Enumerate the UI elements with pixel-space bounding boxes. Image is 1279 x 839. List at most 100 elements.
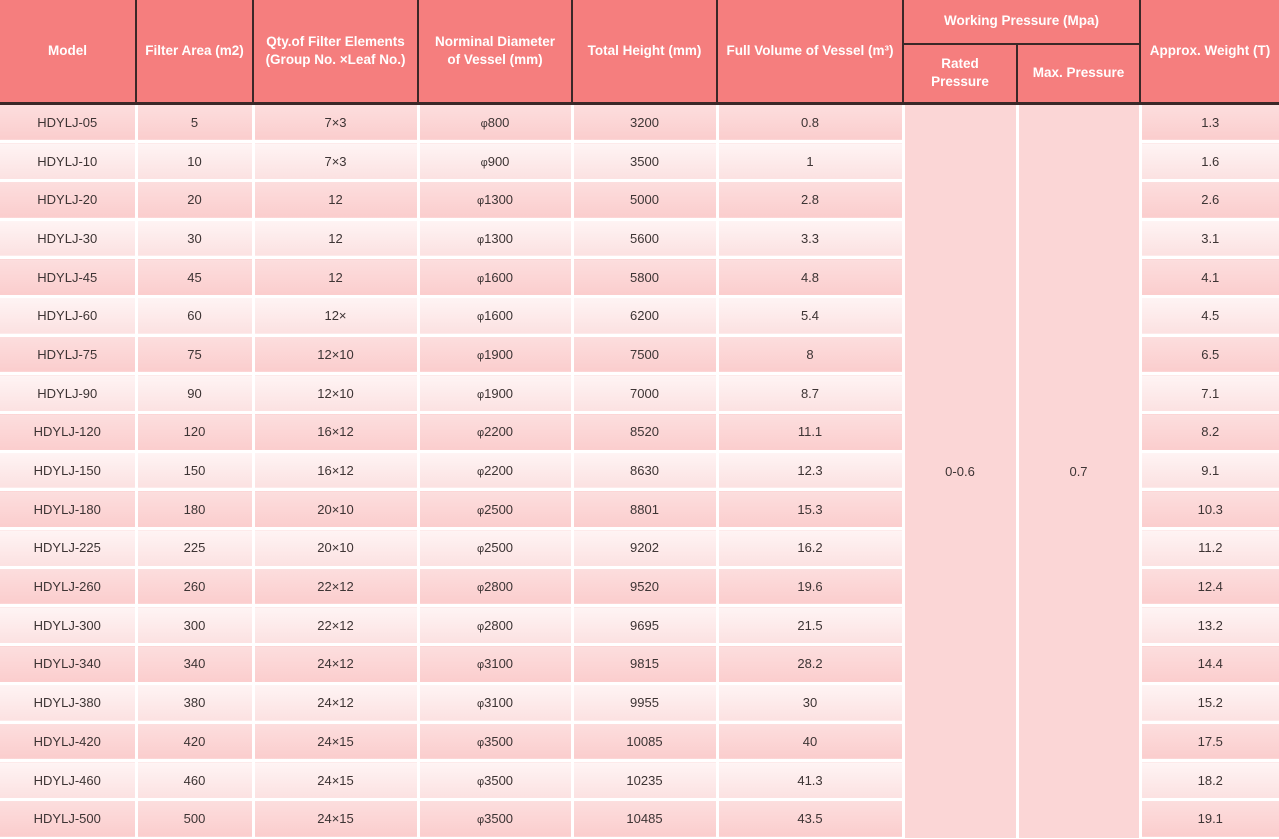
filter-area-cell: 30 <box>136 219 255 260</box>
table-row: HDYLJ-260 260 22×12 φ2800 9520 19.6 12.4 <box>0 567 1279 608</box>
qty-cell: 24×12 <box>253 644 420 685</box>
table-row: HDYLJ-05 5 7×3 φ800 3200 0.8 0-0.6 0.7 1.3 <box>0 103 1279 839</box>
volume-cell: 8 <box>717 335 905 376</box>
height-cell: 9955 <box>572 683 719 724</box>
qty-cell: 20×10 <box>253 528 420 569</box>
table-body: HDYLJ-05 5 7×3 φ800 3200 0.8 0-0.6 0.7 1.3 HDYLJ-… <box>0 103 1279 839</box>
filter-area-cell: 20 <box>136 180 255 221</box>
table-row: HDYLJ-460 460 24×15 φ3500 10235 41.3 18.2 <box>0 760 1279 801</box>
table-row: HDYLJ-150 150 16×12 φ2200 8630 12.3 9.1 <box>0 451 1279 492</box>
volume-cell: 1 <box>717 141 905 182</box>
phi-symbol: φ <box>476 659 485 672</box>
table-row: HDYLJ-20 20 12 φ1300 5000 2.8 2.6 <box>0 180 1279 221</box>
model-cell: HDYLJ-420 <box>0 722 138 763</box>
qty-cell: 24×15 <box>253 760 420 801</box>
filter-area-cell: 75 <box>136 335 255 376</box>
qty-cell: 20×10 <box>253 489 420 531</box>
volume-cell: 30 <box>717 683 905 724</box>
qty-cell: 24×15 <box>253 799 420 839</box>
diameter-cell: φ3500 <box>418 799 574 839</box>
model-cell: HDYLJ-30 <box>0 219 138 260</box>
table-row: HDYLJ-225 225 20×10 φ2500 9202 16.2 11.2 <box>0 528 1279 569</box>
diameter-cell: φ2200 <box>418 412 574 453</box>
weight-cell: 4.5 <box>1140 296 1279 337</box>
filter-area-cell: 225 <box>136 528 255 569</box>
table-row: HDYLJ-60 60 12× φ1600 6200 5.4 4.5 <box>0 296 1279 337</box>
phi-symbol: φ <box>476 272 485 285</box>
volume-cell: 12.3 <box>717 451 905 492</box>
model-cell: HDYLJ-225 <box>0 528 138 569</box>
phi-symbol: φ <box>476 582 485 595</box>
filter-area-cell: 150 <box>136 451 255 492</box>
qty-cell: 16×12 <box>253 451 420 492</box>
weight-cell: 14.4 <box>1140 644 1279 685</box>
filter-area-cell: 500 <box>136 799 255 839</box>
volume-cell: 15.3 <box>717 489 905 531</box>
qty-cell: 7×3 <box>253 141 420 182</box>
header-rated-pressure: Rated Pressure <box>903 44 1018 105</box>
model-cell: HDYLJ-60 <box>0 296 138 337</box>
qty-cell: 12 <box>253 180 420 221</box>
height-cell: 10485 <box>572 799 719 839</box>
volume-cell: 8.7 <box>717 373 905 414</box>
header-model: Model <box>0 0 137 105</box>
height-cell: 7500 <box>572 335 719 376</box>
diameter-cell: φ2800 <box>418 567 574 608</box>
volume-cell: 43.5 <box>717 799 905 839</box>
header-approx-weight: Approx. Weight (T) <box>1140 0 1279 105</box>
diameter-cell: φ1900 <box>418 373 574 414</box>
model-cell: HDYLJ-10 <box>0 141 138 182</box>
qty-cell: 12 <box>253 257 420 298</box>
weight-cell: 17.5 <box>1140 722 1279 763</box>
phi-symbol: φ <box>476 698 485 711</box>
diameter-cell: φ3100 <box>418 683 574 724</box>
diameter-cell: φ1600 <box>418 257 574 298</box>
qty-cell: 22×12 <box>253 605 420 647</box>
phi-symbol: φ <box>476 195 485 208</box>
filter-area-cell: 10 <box>136 141 255 182</box>
table-row: HDYLJ-30 30 12 φ1300 5600 3.3 3.1 <box>0 219 1279 260</box>
diameter-cell: φ1300 <box>418 219 574 260</box>
height-cell: 10085 <box>572 722 719 763</box>
phi-symbol: φ <box>476 233 485 246</box>
height-cell: 9815 <box>572 644 719 685</box>
volume-cell: 21.5 <box>717 605 905 647</box>
filter-area-cell: 340 <box>136 644 255 685</box>
height-cell: 8801 <box>572 489 719 531</box>
qty-cell: 24×12 <box>253 683 420 724</box>
rated-pressure-merged-cell: 0-0.6 <box>903 103 1019 839</box>
model-cell: HDYLJ-260 <box>0 567 138 608</box>
filter-area-cell: 60 <box>136 296 255 337</box>
height-cell: 5600 <box>572 219 719 260</box>
phi-symbol: φ <box>480 156 488 169</box>
filter-area-cell: 460 <box>136 760 255 801</box>
phi-symbol: φ <box>476 466 485 479</box>
phi-symbol: φ <box>480 117 488 130</box>
table-row: HDYLJ-420 420 24×15 φ3500 10085 40 17.5 <box>0 722 1279 763</box>
filter-area-cell: 260 <box>136 567 255 608</box>
height-cell: 9202 <box>572 528 719 569</box>
weight-cell: 4.1 <box>1140 257 1279 298</box>
table-row: HDYLJ-300 300 22×12 φ2800 9695 21.5 13.2 <box>0 605 1279 647</box>
filter-area-cell: 45 <box>136 257 255 298</box>
diameter-cell: φ3500 <box>418 722 574 763</box>
qty-cell: 12×10 <box>253 335 420 376</box>
weight-cell: 6.5 <box>1140 335 1279 376</box>
model-cell: HDYLJ-300 <box>0 605 138 647</box>
max-pressure-merged-cell: 0.7 <box>1017 103 1142 839</box>
qty-cell: 24×15 <box>253 722 420 763</box>
qty-cell: 7×3 <box>253 103 420 144</box>
diameter-cell: φ2500 <box>418 528 574 569</box>
model-cell: HDYLJ-380 <box>0 683 138 724</box>
height-cell: 5000 <box>572 180 719 221</box>
qty-cell: 12×10 <box>253 373 420 414</box>
model-cell: HDYLJ-45 <box>0 257 138 298</box>
qty-cell: 12× <box>253 296 420 337</box>
filter-area-cell: 90 <box>136 373 255 414</box>
weight-cell: 1.3 <box>1140 103 1279 144</box>
diameter-cell: φ2500 <box>418 489 574 531</box>
table-row: HDYLJ-340 340 24×12 φ3100 9815 28.2 14.4 <box>0 644 1279 685</box>
volume-cell: 16.2 <box>717 528 905 569</box>
table-row: HDYLJ-10 10 7×3 φ900 3500 1 1.6 <box>0 141 1279 182</box>
diameter-cell: φ900 <box>418 141 574 182</box>
